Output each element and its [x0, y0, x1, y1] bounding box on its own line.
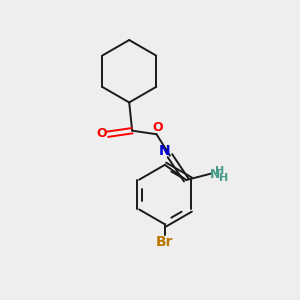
Text: N: N [159, 144, 170, 158]
Text: Br: Br [156, 235, 174, 249]
Text: O: O [153, 121, 163, 134]
Text: H: H [219, 173, 229, 183]
Text: O: O [97, 127, 107, 140]
Text: H: H [215, 166, 224, 176]
Text: N: N [210, 169, 220, 182]
